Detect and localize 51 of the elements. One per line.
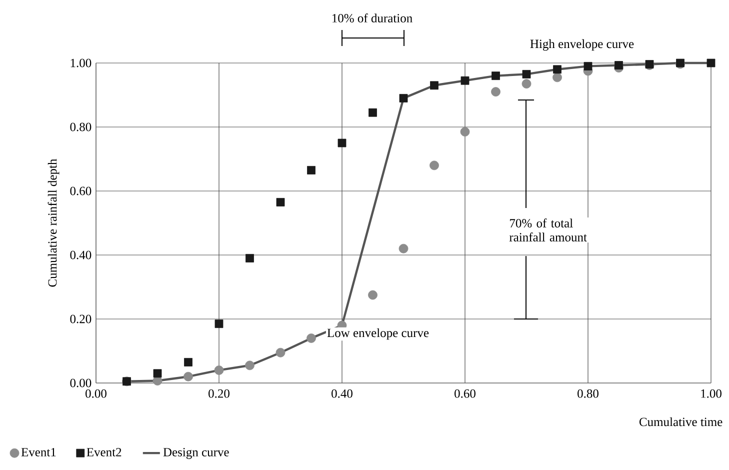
point <box>246 254 254 262</box>
point <box>430 160 439 170</box>
y-tick-label: 0.60 <box>70 186 92 196</box>
point <box>706 58 716 68</box>
point <box>522 70 531 78</box>
legend-label: Event1 <box>21 448 56 456</box>
point <box>492 72 500 80</box>
x-tick-label: 0.00 <box>86 389 106 398</box>
point <box>491 87 500 96</box>
x-tick-label: 0.60 <box>454 389 476 398</box>
point <box>552 72 562 82</box>
point <box>614 61 623 70</box>
annotation: 70% of total rainfall amount <box>509 218 587 242</box>
point <box>306 334 316 343</box>
point <box>584 62 592 70</box>
point <box>214 320 224 328</box>
legend-label: Design curve <box>163 448 229 459</box>
point <box>430 81 438 90</box>
x-tick-label: 1.00 <box>701 389 722 398</box>
point <box>152 376 162 386</box>
point <box>368 108 377 117</box>
y-tick-label: 0.20 <box>70 314 92 324</box>
point <box>460 76 470 85</box>
x-tick-label: 0.40 <box>332 389 352 398</box>
point <box>399 94 408 102</box>
legend-label: Event2 <box>86 448 122 456</box>
x-tick-label: 0.80 <box>578 389 598 398</box>
text: 10% of duration <box>332 14 412 22</box>
x-axis-title: Cumulative time <box>639 417 722 426</box>
y-axis-title: Cumulative rainfall depth <box>48 158 60 287</box>
point <box>368 290 378 300</box>
point <box>214 366 224 375</box>
point <box>276 348 286 358</box>
y-tick-label: 0.00 <box>70 378 92 388</box>
point <box>276 198 285 206</box>
point <box>307 166 316 174</box>
text: High envelope curve <box>530 39 634 51</box>
x-tick-label: 0.20 <box>208 389 230 398</box>
point <box>153 369 162 378</box>
point <box>245 360 254 370</box>
annotation: Low envelope curve <box>327 328 429 340</box>
point <box>460 127 470 136</box>
y-tick-label: 0.40 <box>70 250 92 260</box>
y-tick-label: 1.00 <box>70 58 92 68</box>
y-tick-label: 0.80 <box>70 122 92 132</box>
point <box>522 79 532 88</box>
point <box>184 372 193 382</box>
point <box>338 138 346 148</box>
point <box>553 65 562 74</box>
point <box>398 244 408 254</box>
point <box>184 358 192 366</box>
